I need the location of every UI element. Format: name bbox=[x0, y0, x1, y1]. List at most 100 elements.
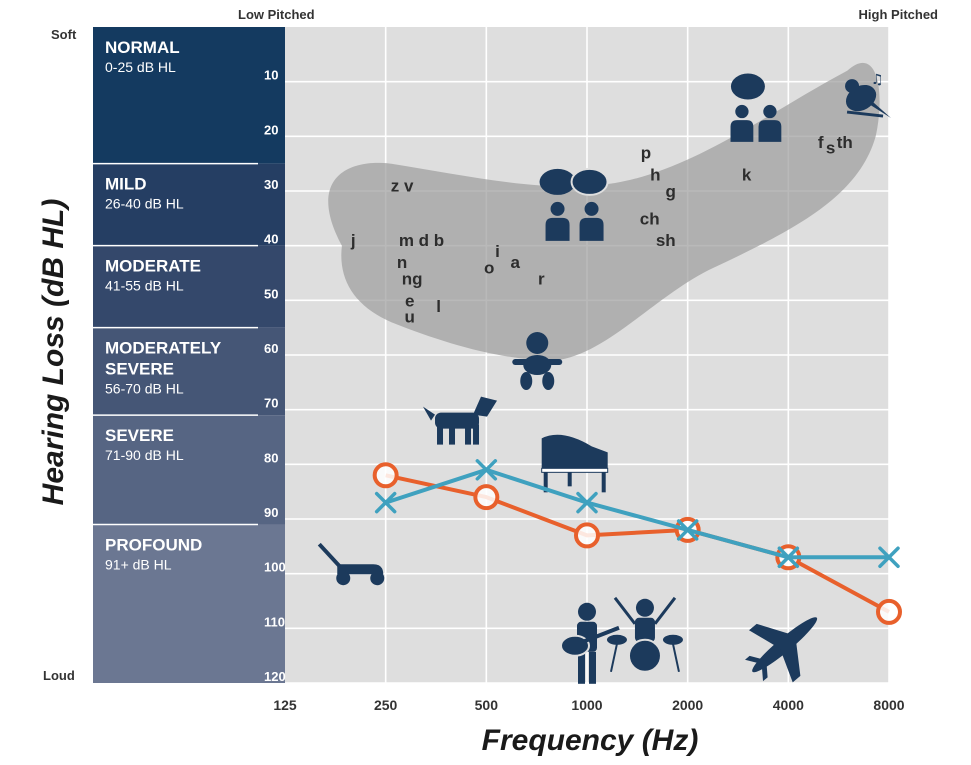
speech-bubble bbox=[570, 167, 609, 196]
x-tick-label: 1000 bbox=[571, 697, 602, 713]
person-body bbox=[579, 217, 604, 241]
bird-branch bbox=[846, 110, 884, 118]
data-point-x bbox=[777, 546, 800, 569]
y-tick-label: 80 bbox=[264, 450, 278, 465]
player-head bbox=[578, 602, 596, 621]
person-head bbox=[584, 201, 599, 216]
bird-head bbox=[845, 79, 860, 94]
airplane-icon bbox=[745, 617, 818, 683]
drum-stick bbox=[613, 596, 637, 625]
band-range-label: 71-90 dB HL bbox=[105, 447, 184, 463]
y-tick-label: 60 bbox=[264, 341, 278, 356]
piano-leg bbox=[543, 472, 548, 493]
drum-stand bbox=[671, 643, 680, 673]
speech-sound-label: s bbox=[826, 138, 835, 157]
speech-sound-label: j bbox=[350, 231, 356, 250]
data-point-x bbox=[576, 491, 598, 514]
speech-sound-label: p bbox=[641, 144, 651, 163]
band-tick-column bbox=[258, 327, 285, 416]
guitar-body bbox=[560, 634, 590, 657]
person-head bbox=[735, 104, 749, 119]
band-mild bbox=[93, 163, 258, 246]
high-pitched-label: High Pitched bbox=[859, 7, 939, 22]
soft-label: Soft bbox=[51, 27, 77, 42]
person-head bbox=[763, 104, 777, 119]
crying-baby-icon bbox=[512, 332, 563, 390]
speech-sound-label: o bbox=[484, 259, 494, 278]
plane-tail bbox=[745, 655, 768, 682]
band-title: SEVERE bbox=[105, 360, 174, 379]
data-point-x bbox=[475, 459, 498, 481]
music-note-icon: ♫ bbox=[871, 72, 884, 88]
data-point-x bbox=[676, 519, 699, 541]
speech-sound-label: g bbox=[666, 182, 676, 201]
band-range-label: 26-40 dB HL bbox=[105, 196, 184, 212]
plane-wings bbox=[749, 623, 801, 683]
y-axis-title: Hearing Loss (dB HL) bbox=[37, 199, 70, 506]
band-title: NORMAL bbox=[105, 38, 180, 57]
low-pitched-label: Low Pitched bbox=[238, 7, 315, 22]
band-tick-column bbox=[258, 415, 285, 525]
x-axis-title: Frequency (Hz) bbox=[482, 724, 699, 757]
band-profound bbox=[93, 524, 258, 683]
dog-leg bbox=[473, 424, 480, 445]
x-tick-label: 125 bbox=[273, 697, 297, 713]
band-severe bbox=[93, 415, 258, 525]
y-tick-label: 120 bbox=[264, 669, 286, 684]
mower-wheel bbox=[336, 571, 351, 586]
speech-sound-label: th bbox=[837, 133, 853, 152]
dog-leg bbox=[437, 424, 444, 445]
band-range-label: 91+ dB HL bbox=[105, 556, 172, 572]
x-tick-label: 4000 bbox=[773, 697, 804, 713]
data-point-circle bbox=[372, 462, 399, 489]
piano-icon bbox=[541, 434, 609, 493]
player-leg bbox=[589, 651, 596, 684]
drummer-body bbox=[634, 617, 655, 642]
speech-sound-label: z v bbox=[391, 177, 414, 196]
sound-icons: ♫ bbox=[317, 72, 892, 684]
speech-sound-label: f bbox=[818, 133, 824, 152]
band-tick-column bbox=[258, 163, 285, 246]
speech-sound-label: k bbox=[742, 166, 752, 185]
baby-head bbox=[526, 332, 549, 354]
y-tick-label: 20 bbox=[264, 122, 278, 137]
tom-drum bbox=[606, 634, 627, 645]
y-tick-labels: 10 20 30 40 50 60 70 80 90 100 110 120 bbox=[264, 68, 286, 684]
bird-icon: ♫ bbox=[845, 72, 892, 119]
band-tick-column bbox=[258, 245, 285, 328]
piano-pedal bbox=[567, 472, 572, 487]
people-talking-icon bbox=[539, 167, 609, 241]
series-2 bbox=[374, 459, 900, 569]
band-title: PROFOUND bbox=[105, 535, 202, 554]
drummer-head bbox=[635, 598, 654, 617]
x-tick-label: 2000 bbox=[672, 697, 703, 713]
speech-sound-label: h bbox=[650, 166, 660, 185]
bird-tail bbox=[869, 102, 892, 119]
speech-sound-label: ng bbox=[402, 269, 423, 288]
data-point-circle bbox=[574, 522, 600, 549]
series-line bbox=[385, 473, 890, 614]
baby-leg bbox=[542, 372, 555, 390]
guitar-player-icon bbox=[560, 602, 620, 684]
speech-sound-label: i bbox=[495, 242, 500, 261]
bass-drum bbox=[627, 638, 662, 673]
baby-leg bbox=[520, 372, 533, 390]
data-point-circle bbox=[473, 484, 500, 511]
person-head bbox=[550, 201, 565, 216]
y-tick-label: 30 bbox=[264, 177, 278, 192]
x-tick-labels: 125 250 500 1000 2000 4000 8000 bbox=[273, 697, 904, 713]
x-tick-label: 250 bbox=[374, 697, 398, 713]
band-moderate bbox=[93, 245, 258, 328]
data-point-circle bbox=[876, 598, 902, 625]
loud-label: Loud bbox=[43, 668, 75, 683]
baby-arms bbox=[512, 359, 563, 365]
y-tick-label: 90 bbox=[264, 505, 278, 520]
speech-sound-label: e bbox=[405, 291, 414, 310]
band-title: MILD bbox=[105, 175, 147, 194]
band-title: MODERATELY bbox=[105, 339, 222, 358]
piano-keys bbox=[541, 467, 609, 473]
piano-body bbox=[541, 434, 608, 469]
band-title: MODERATE bbox=[105, 257, 201, 276]
